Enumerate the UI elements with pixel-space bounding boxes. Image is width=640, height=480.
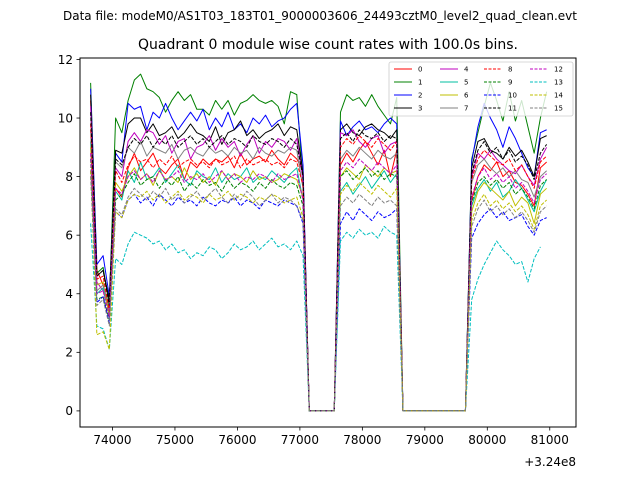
y-tick-label: 2 [65, 346, 73, 360]
series-line-15 [90, 176, 547, 412]
legend-label-15: 15 [554, 105, 563, 113]
legend-label-7: 7 [464, 105, 468, 113]
legend-frame [388, 61, 574, 117]
y-tick-label: 8 [65, 170, 73, 184]
legend-label-9: 9 [508, 79, 512, 87]
x-tick-label: 75000 [156, 433, 194, 447]
plot-title: Quadrant 0 module wise count rates with … [138, 37, 518, 53]
legend-label-13: 13 [554, 79, 563, 87]
figure-suptitle: Data file: modeM0/AS1T03_183T01_90000036… [63, 9, 577, 23]
plot-area [90, 73, 548, 412]
x-tick-label: 77000 [281, 433, 319, 447]
legend-label-3: 3 [418, 105, 422, 113]
legend-label-0: 0 [418, 66, 422, 74]
legend-label-14: 14 [554, 92, 563, 100]
y-tick-label: 10 [58, 111, 73, 125]
y-tick-label: 12 [58, 53, 73, 67]
legend-label-6: 6 [464, 92, 469, 100]
x-tick-label: 76000 [218, 433, 256, 447]
x-tick-label: 80000 [468, 433, 506, 447]
legend-label-4: 4 [464, 66, 469, 74]
legend-label-12: 12 [554, 66, 563, 74]
legend-label-1: 1 [418, 79, 422, 87]
y-tick-label: 6 [65, 228, 73, 242]
legend-label-8: 8 [508, 66, 512, 74]
x-tick-label: 74000 [93, 433, 131, 447]
x-tick-label: 78000 [343, 433, 381, 447]
legend-label-10: 10 [508, 92, 517, 100]
legend-label-11: 11 [508, 105, 517, 113]
legend-label-5: 5 [464, 79, 468, 87]
y-tick-label: 4 [65, 287, 73, 301]
y-tick-label: 0 [65, 404, 73, 418]
x-tick-label: 81000 [531, 433, 569, 447]
x-tick-label: 79000 [406, 433, 444, 447]
legend-label-2: 2 [418, 92, 422, 100]
x-axis: 74000 75000 76000 77000 78000 79000 80000 81000 [93, 427, 569, 447]
series-line-11 [90, 112, 548, 412]
y-axis: 0 2 4 6 8 10 12 [58, 53, 80, 418]
x-offset-label: +3.24e8 [524, 455, 576, 469]
axes-frame [79, 57, 577, 428]
